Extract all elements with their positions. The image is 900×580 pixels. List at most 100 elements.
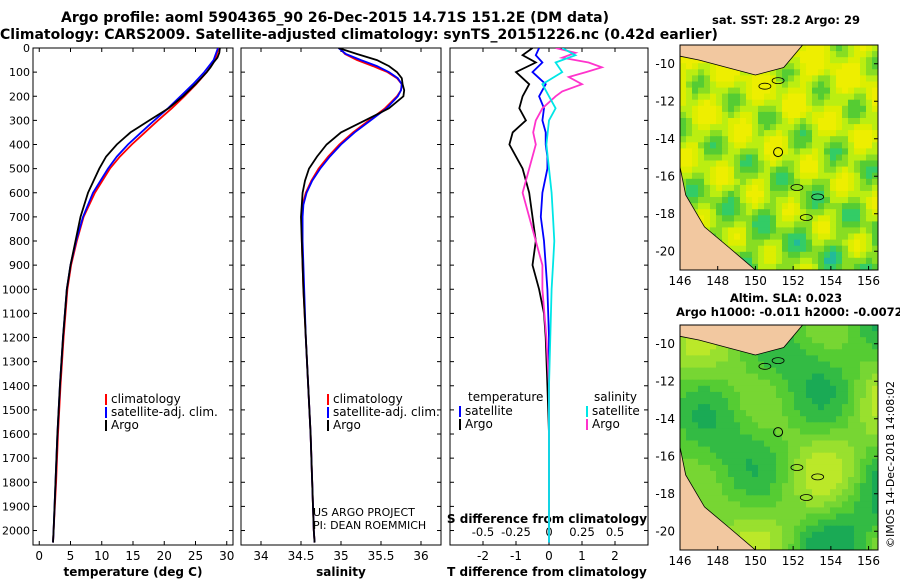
sst-map-cell <box>710 105 717 113</box>
sla-map-cell <box>782 446 789 454</box>
sla-map-cell <box>746 416 753 423</box>
sla-map-cell <box>842 325 849 332</box>
sla-map-cell <box>812 367 819 375</box>
sst-map-frame <box>679 44 879 271</box>
sst-map-cell <box>704 203 711 210</box>
sst-map-cell <box>860 227 867 235</box>
sla-map-cell <box>800 325 807 332</box>
sla-map-cell <box>758 416 765 423</box>
sst-map-cell <box>740 178 747 186</box>
sla-map-cell <box>848 507 855 515</box>
sla-map-cell <box>866 361 873 369</box>
sst-map-cell <box>842 190 849 198</box>
sla-map-cell <box>824 543 831 550</box>
sst-map-cell <box>848 87 855 95</box>
sst-map-cell <box>776 178 783 186</box>
sla-map-cell <box>836 385 843 393</box>
sla-map-cell <box>704 416 711 423</box>
sst-map-cell <box>764 239 771 247</box>
sla-map-cell <box>722 483 729 490</box>
sla-map-cell <box>818 543 825 550</box>
sla-map-cell <box>758 483 765 490</box>
sla-map-cell <box>692 373 699 381</box>
sla-map-cell <box>704 343 711 350</box>
sst-map-cell <box>680 166 687 174</box>
sla-map-cell <box>860 434 867 442</box>
sla-map-cell <box>830 537 837 545</box>
sst-map-cell <box>776 221 783 229</box>
sla-map-cell <box>854 398 861 405</box>
sla-map-cell <box>758 428 765 436</box>
sla-map-cell <box>782 483 789 490</box>
sst-map-cell <box>752 184 759 192</box>
sst-map-cell <box>872 124 878 131</box>
sst-map-cell <box>686 111 693 119</box>
sla-map-cell <box>710 464 717 472</box>
sst-map-cell <box>812 69 819 76</box>
sla-map-cell <box>842 507 849 515</box>
sla-map-cell <box>758 489 765 496</box>
sla-map-cell <box>752 355 759 363</box>
sst-map-cell <box>716 172 723 180</box>
sst-map-cell <box>794 184 801 192</box>
sst-map-cell <box>698 190 705 198</box>
sla-map-cell <box>740 470 747 478</box>
sst-map-cell <box>752 99 759 107</box>
sst-map-cell <box>776 233 783 241</box>
sla-map-cell <box>746 537 753 545</box>
sla-map-cell <box>758 495 765 502</box>
sst-map-cell <box>788 63 795 70</box>
sla-map-cell <box>782 477 789 484</box>
sla-map-cell <box>812 434 819 442</box>
sla-map-cell <box>866 470 873 478</box>
sla-map-cell <box>866 373 873 381</box>
sla-map-cell <box>794 470 801 478</box>
sla-map-cell <box>704 404 711 411</box>
sla-map-cell <box>740 440 747 448</box>
sst-map-cell <box>872 81 878 89</box>
sla-map-cell <box>788 355 795 363</box>
sla-map-cell <box>746 428 753 436</box>
sst-map-cell <box>794 166 801 174</box>
sst-map-ytick-label: -12 <box>655 94 675 108</box>
sst-map-cell <box>704 184 711 192</box>
sla-map-cell <box>824 489 831 496</box>
sst-map-cell <box>746 197 753 204</box>
sst-map-cell <box>866 221 873 229</box>
sla-map-cell <box>746 385 753 393</box>
sst-map-cell <box>692 63 699 70</box>
sst-map-cell <box>770 172 777 180</box>
sst-map-cell <box>872 136 878 143</box>
sla-map-cell <box>788 543 795 550</box>
sla-map-cell <box>692 404 699 411</box>
sst-map-cell <box>830 221 837 229</box>
sla-map-cell <box>716 373 723 381</box>
sla-map-cell <box>704 373 711 381</box>
sst-map-cell <box>746 239 753 247</box>
sla-map-cell <box>848 337 855 344</box>
sla-map-cell <box>728 458 735 466</box>
sst-map-cell <box>770 227 777 235</box>
sst-map-cell <box>734 227 741 235</box>
sla-map-cell <box>704 367 711 375</box>
sla-map-cell <box>698 343 705 350</box>
sla-map-cell <box>818 422 825 429</box>
sla-map-cell <box>854 361 861 369</box>
sst-map-cell <box>848 118 855 125</box>
sst-map-cell <box>830 257 837 265</box>
sst-map-cell <box>716 233 723 241</box>
sst-map-cell <box>740 111 747 119</box>
sst-map-cell <box>860 215 867 222</box>
sla-map-cell <box>806 446 813 454</box>
sla-map-cell <box>752 525 759 533</box>
sla-map-cell <box>764 513 771 521</box>
sla-map-cell <box>776 367 783 375</box>
sst-map-title: sat. SST: 28.2 Argo: 29 <box>711 13 861 27</box>
sst-map-cell <box>716 184 723 192</box>
sst-map-cell <box>686 154 693 162</box>
sla-map-cell <box>818 349 825 356</box>
sst-map-cell <box>824 124 831 131</box>
sst-map-cell <box>782 148 789 156</box>
sla-map-cell <box>842 379 849 387</box>
sst-map-cell <box>764 203 771 210</box>
